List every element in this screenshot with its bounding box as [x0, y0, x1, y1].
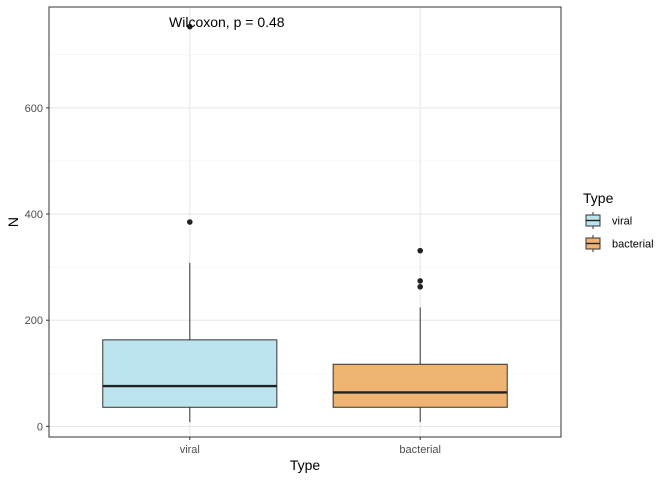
- legend: Type viral bacterial: [583, 190, 654, 252]
- iqr-box: [332, 363, 508, 408]
- legend-title: Type: [583, 190, 614, 206]
- x-axis-title: Type: [290, 457, 321, 473]
- y-tick-label: 0: [37, 421, 43, 433]
- axes-layer: 0 200 400 600 viral bacterial: [25, 103, 441, 456]
- legend-key-viral: [584, 212, 602, 229]
- outlier-point: [187, 23, 193, 30]
- outlier-point: [187, 219, 193, 225]
- plot-panel-border: [48, 6, 562, 438]
- x-tick-label-viral: viral: [180, 444, 200, 456]
- legend-key-bacterial: [584, 235, 602, 252]
- box-viral: [102, 23, 278, 423]
- y-axis-title: N: [5, 217, 21, 227]
- box-bacterial: [332, 247, 508, 423]
- wilcoxon-annotation: Wilcoxon, p = 0.48: [169, 14, 285, 30]
- outlier-point: [417, 278, 424, 284]
- y-tick-label: 200: [25, 315, 43, 327]
- legend-label-bacterial: bacterial: [612, 239, 654, 251]
- legend-label-viral: viral: [612, 216, 632, 228]
- iqr-box: [102, 339, 278, 408]
- y-tick-label: 400: [25, 209, 43, 221]
- y-tick-label: 600: [25, 103, 43, 115]
- outlier-point: [417, 283, 424, 290]
- outlier-point: [417, 247, 424, 254]
- x-tick-label-bacterial: bacterial: [399, 444, 441, 456]
- boxes-layer: [102, 23, 508, 423]
